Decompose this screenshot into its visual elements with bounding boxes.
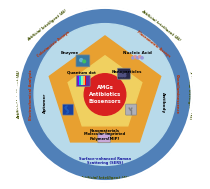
Text: Artificial Intelligent (AI): Artificial Intelligent (AI) <box>27 9 68 42</box>
Polygon shape <box>68 56 142 126</box>
Text: Colorimetric Assays: Colorimetric Assays <box>37 31 71 58</box>
Circle shape <box>80 59 83 62</box>
Circle shape <box>121 74 123 77</box>
FancyBboxPatch shape <box>85 76 86 85</box>
Text: Nanoparticles: Nanoparticles <box>112 70 143 74</box>
Text: Artificial Intelligent (AI): Artificial Intelligent (AI) <box>18 70 22 119</box>
FancyBboxPatch shape <box>63 104 74 115</box>
Text: AMGs
Antibiotics
Biosensors: AMGs Antibiotics Biosensors <box>89 85 121 104</box>
Text: Chemiluminescence: Chemiluminescence <box>175 74 178 115</box>
Circle shape <box>119 72 121 74</box>
Text: Aptamer: Aptamer <box>43 93 47 113</box>
Polygon shape <box>49 36 161 142</box>
Circle shape <box>123 74 126 77</box>
Circle shape <box>121 72 123 74</box>
Text: Surface-enhanced Raman
Scattering (SERS): Surface-enhanced Raman Scattering (SERS) <box>79 157 131 165</box>
Circle shape <box>141 57 143 59</box>
Circle shape <box>34 24 176 165</box>
Text: Artificial Intelligent (AI): Artificial Intelligent (AI) <box>81 176 129 180</box>
Text: Electrochemical Analysis: Electrochemical Analysis <box>29 69 33 120</box>
Text: Enzyme: Enzyme <box>61 51 79 55</box>
Text: Quantum dot: Quantum dot <box>67 70 96 74</box>
Text: Artificial Intelligent (AI): Artificial Intelligent (AI) <box>187 70 191 119</box>
Circle shape <box>123 72 126 74</box>
Text: Nanomaterials: Nanomaterials <box>90 129 120 133</box>
Circle shape <box>136 57 139 59</box>
FancyBboxPatch shape <box>98 133 110 143</box>
Circle shape <box>119 74 121 77</box>
Circle shape <box>134 56 136 58</box>
FancyBboxPatch shape <box>126 104 136 115</box>
Circle shape <box>139 56 141 58</box>
FancyBboxPatch shape <box>83 76 85 85</box>
FancyBboxPatch shape <box>78 76 80 85</box>
FancyBboxPatch shape <box>117 68 130 79</box>
Circle shape <box>83 60 85 63</box>
Text: Artificial Intelligent (AI): Artificial Intelligent (AI) <box>140 9 181 42</box>
Text: Molecular Imprinted
Polymers[MIP]: Molecular Imprinted Polymers[MIP] <box>84 132 126 141</box>
FancyBboxPatch shape <box>81 76 83 85</box>
FancyBboxPatch shape <box>76 55 90 67</box>
Text: Fluorometric Assays: Fluorometric Assays <box>136 30 171 59</box>
Circle shape <box>18 8 192 181</box>
FancyBboxPatch shape <box>80 76 81 85</box>
Text: Nucleic Acid: Nucleic Acid <box>123 51 152 55</box>
Text: Antibody: Antibody <box>161 92 165 114</box>
FancyBboxPatch shape <box>76 75 90 87</box>
Circle shape <box>132 57 134 59</box>
Circle shape <box>84 74 126 115</box>
